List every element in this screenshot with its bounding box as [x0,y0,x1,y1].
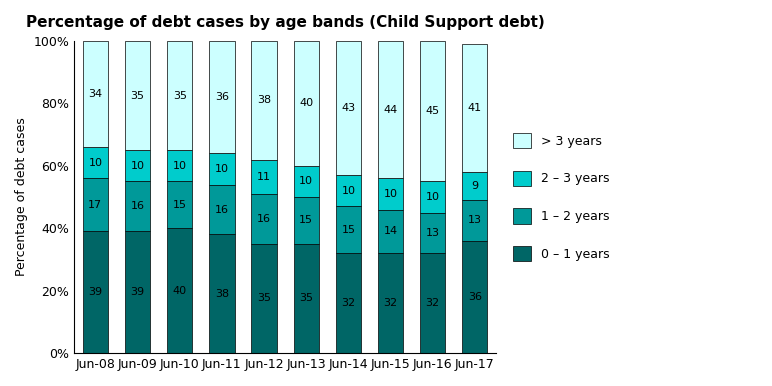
Bar [125,231,151,353]
Text: 16: 16 [215,205,229,215]
Bar [462,200,487,241]
Text: 32: 32 [425,298,440,308]
Bar [420,253,445,353]
Text: 15: 15 [173,200,187,210]
Bar [378,253,403,353]
Text: 15: 15 [300,215,313,225]
Bar [209,185,235,234]
Text: 10: 10 [341,186,355,196]
Text: 13: 13 [468,215,482,225]
Bar [167,181,192,228]
Text: 38: 38 [257,95,271,105]
Text: 10: 10 [173,161,187,171]
Text: 16: 16 [130,201,144,212]
Text: 34: 34 [88,89,103,99]
Text: 44: 44 [384,105,398,115]
Bar [209,153,235,185]
Text: 17: 17 [88,200,103,210]
Y-axis label: Percentage of debt cases: Percentage of debt cases [15,118,28,276]
Text: 36: 36 [468,292,482,302]
Text: 35: 35 [173,91,187,100]
Bar [462,44,487,172]
Bar [336,175,361,207]
Bar [378,178,403,210]
Bar [167,150,192,181]
Text: 32: 32 [384,298,398,308]
Legend: > 3 years, 2 – 3 years, 1 – 2 years, 0 – 1 years: > 3 years, 2 – 3 years, 1 – 2 years, 0 –… [506,127,616,267]
Bar [167,41,192,150]
Bar [293,244,319,353]
Bar [378,210,403,253]
Text: 10: 10 [425,192,440,202]
Bar [83,178,108,231]
Text: 13: 13 [425,228,440,238]
Text: 41: 41 [468,103,482,113]
Bar [420,213,445,253]
Text: 10: 10 [215,164,229,174]
Bar [125,181,151,231]
Bar [83,41,108,147]
Text: 38: 38 [215,289,229,299]
Text: 14: 14 [384,226,398,236]
Text: 45: 45 [425,106,440,116]
Text: 43: 43 [341,103,355,113]
Text: 15: 15 [341,225,355,235]
Text: 39: 39 [130,287,144,297]
Bar [336,253,361,353]
Bar [209,234,235,353]
Text: 32: 32 [341,298,355,308]
Bar [125,150,151,181]
Bar [83,147,108,178]
Text: 35: 35 [300,293,313,303]
Bar [252,41,276,159]
Bar [378,41,403,178]
Bar [293,41,319,166]
Bar [336,41,361,175]
Text: 40: 40 [299,98,313,108]
Text: 10: 10 [384,189,398,199]
Bar [420,41,445,181]
Text: 36: 36 [215,92,229,102]
Bar [462,241,487,353]
Bar [252,194,276,244]
Text: 10: 10 [130,161,144,171]
Bar [293,166,319,197]
Text: 16: 16 [257,214,271,224]
Bar [209,41,235,153]
Text: 35: 35 [257,293,271,303]
Bar [252,244,276,353]
Text: 10: 10 [300,176,313,186]
Bar [167,228,192,353]
Bar [462,172,487,200]
Text: 11: 11 [257,172,271,182]
Text: 40: 40 [173,286,187,296]
Bar [293,197,319,244]
Bar [252,159,276,194]
Text: 10: 10 [88,157,103,168]
Text: 9: 9 [471,181,479,191]
Bar [420,181,445,213]
Title: Percentage of debt cases by age bands (Child Support debt): Percentage of debt cases by age bands (C… [25,15,544,30]
Bar [83,231,108,353]
Text: 39: 39 [88,287,103,297]
Bar [336,207,361,253]
Bar [125,41,151,150]
Text: 35: 35 [130,91,144,100]
